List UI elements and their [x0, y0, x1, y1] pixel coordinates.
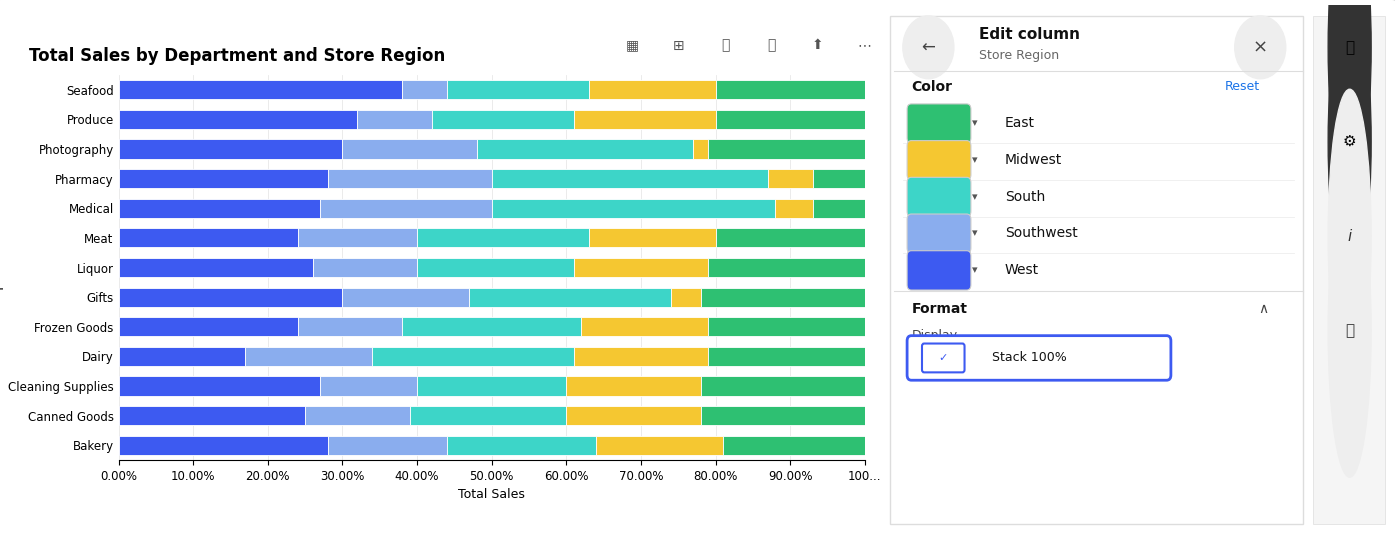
Bar [402, 80, 446, 100]
Bar [716, 228, 865, 248]
Bar [319, 198, 491, 218]
Text: ⊞: ⊞ [672, 39, 685, 52]
Bar [417, 228, 589, 248]
Text: ←: ← [922, 39, 935, 56]
Text: ▾: ▾ [972, 192, 978, 202]
FancyBboxPatch shape [907, 141, 971, 180]
Circle shape [1235, 16, 1286, 79]
FancyBboxPatch shape [907, 214, 971, 254]
Bar [716, 110, 865, 129]
Bar [119, 347, 246, 366]
Circle shape [1328, 89, 1371, 383]
Bar [119, 198, 319, 218]
Bar [246, 347, 372, 366]
Bar [312, 258, 417, 277]
FancyBboxPatch shape [922, 343, 964, 372]
Bar [813, 198, 865, 218]
Bar [119, 228, 297, 248]
Bar [342, 287, 469, 307]
Bar [119, 317, 297, 337]
FancyBboxPatch shape [907, 104, 971, 143]
Text: 📌: 📌 [721, 39, 730, 52]
Bar [566, 406, 700, 425]
Text: i: i [1348, 228, 1352, 243]
Text: Ⓡ: Ⓡ [1345, 323, 1355, 338]
Text: Store Region: Store Region [979, 49, 1060, 62]
Text: ▦: ▦ [626, 39, 639, 52]
Text: Reset: Reset [1225, 80, 1260, 93]
Text: Midwest: Midwest [1004, 153, 1062, 167]
Text: Format: Format [911, 302, 967, 316]
Bar [693, 139, 709, 158]
Bar [716, 80, 865, 100]
Bar [306, 406, 410, 425]
Bar [700, 377, 865, 396]
Text: Stack 100%: Stack 100% [992, 351, 1067, 364]
Text: South: South [1004, 190, 1045, 204]
Bar [119, 406, 306, 425]
Bar [700, 406, 865, 425]
Circle shape [1328, 184, 1371, 477]
Bar [297, 228, 417, 248]
Text: Edit column: Edit column [979, 27, 1081, 42]
Bar [767, 169, 813, 188]
Text: Color: Color [911, 80, 953, 94]
Bar [446, 435, 596, 455]
Bar [446, 80, 589, 100]
X-axis label: Total Sales: Total Sales [459, 488, 525, 501]
FancyBboxPatch shape [1313, 16, 1385, 524]
Bar [402, 317, 582, 337]
Bar [709, 139, 865, 158]
Bar [573, 347, 709, 366]
Bar [582, 317, 709, 337]
Bar [776, 198, 813, 218]
Text: ⋯: ⋯ [858, 39, 872, 52]
Bar [589, 80, 716, 100]
Bar [709, 317, 865, 337]
Y-axis label: Department: Department [0, 230, 3, 305]
Bar [297, 317, 402, 337]
Bar [573, 110, 716, 129]
Bar [319, 377, 417, 396]
Bar [410, 406, 566, 425]
Bar [328, 435, 446, 455]
Circle shape [1328, 0, 1371, 288]
Text: ⚙: ⚙ [1343, 134, 1356, 149]
Text: ▾: ▾ [972, 265, 978, 275]
Bar [328, 169, 491, 188]
Text: 💡: 💡 [767, 39, 776, 52]
Bar [119, 435, 328, 455]
Text: 📊: 📊 [1345, 40, 1355, 55]
Bar [119, 80, 402, 100]
Bar [723, 435, 865, 455]
Circle shape [903, 16, 954, 79]
Bar [491, 198, 776, 218]
Text: Total Sales by Department and Store Region: Total Sales by Department and Store Regi… [29, 47, 445, 65]
Text: ▾: ▾ [972, 155, 978, 165]
Bar [709, 258, 865, 277]
Bar [119, 377, 319, 396]
Bar [119, 139, 342, 158]
Bar [357, 110, 432, 129]
FancyBboxPatch shape [907, 335, 1170, 380]
Bar [813, 169, 865, 188]
Bar [477, 139, 693, 158]
Bar [119, 258, 312, 277]
Bar [372, 347, 573, 366]
Bar [342, 139, 477, 158]
Text: ×: × [1253, 39, 1268, 56]
Bar [119, 169, 328, 188]
Text: East: East [1004, 116, 1035, 131]
Text: ▾: ▾ [972, 118, 978, 128]
Bar [469, 287, 671, 307]
Text: ⬆: ⬆ [812, 39, 823, 52]
Text: ✓: ✓ [939, 353, 949, 363]
Bar [417, 258, 573, 277]
Bar [432, 110, 573, 129]
Bar [566, 377, 700, 396]
Circle shape [1328, 0, 1371, 194]
FancyBboxPatch shape [890, 16, 1303, 524]
Text: West: West [1004, 263, 1039, 277]
FancyBboxPatch shape [907, 251, 971, 290]
